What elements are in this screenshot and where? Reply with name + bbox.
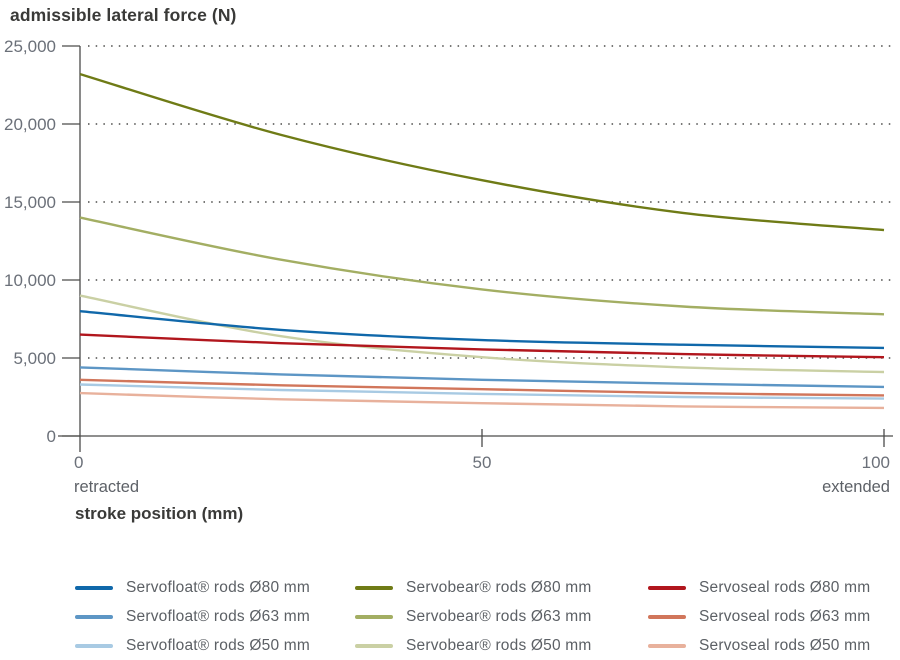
x-tick-label: 50 (473, 453, 492, 472)
x-axis-title: stroke position (mm) (75, 504, 244, 523)
line-chart-canvas: 0 5,000 10,000 15,000 20,000 25,000 0 50 100 retr… (4, 37, 893, 496)
legend-label: Servofloat® rods Ø50 mm (126, 637, 311, 654)
series-line (79, 310, 885, 350)
legend-swatch (355, 586, 393, 590)
legend-item: Servobear® rods Ø50 mm (355, 636, 592, 656)
x-sublabel-extended: extended (822, 478, 890, 496)
legend-label: Servobear® rods Ø63 mm (406, 608, 592, 625)
legend-label: Servoseal rods Ø50 mm (699, 637, 871, 654)
series-line (79, 294, 885, 374)
legend-label: Servoseal rods Ø80 mm (699, 579, 871, 596)
legend-swatch (75, 615, 113, 619)
legend-swatch (648, 586, 686, 590)
legend-label: Servobear® rods Ø50 mm (406, 637, 592, 654)
legend-item: Servobear® rods Ø80 mm (355, 578, 592, 598)
legend-item: Servoseal rods Ø80 mm (648, 578, 870, 598)
legend-item: Servoseal rods Ø63 mm (648, 607, 870, 627)
series-line (79, 366, 885, 389)
y-tick-label: 10,000 (4, 271, 56, 290)
legend-column: Servofloat® rods Ø80 mm Servofloat® rods … (75, 578, 310, 656)
legend-column: Servoseal rods Ø80 mm Servoseal rods Ø63 … (648, 578, 870, 656)
legend-label: Servofloat® rods Ø63 mm (126, 608, 311, 625)
series-line (79, 216, 885, 316)
legend-label: Servobear® rods Ø80 mm (406, 579, 592, 596)
x-tick-label: 100 (862, 453, 890, 472)
legend-item: Servofloat® rods Ø63 mm (75, 607, 310, 627)
y-tick-label: 15,000 (4, 193, 56, 212)
legend-swatch (648, 615, 686, 619)
legend-column: Servobear® rods Ø80 mm Servobear® rods Ø6… (355, 578, 592, 656)
legend-item: Servoseal rods Ø50 mm (648, 636, 870, 656)
y-tick-label: 0 (47, 427, 56, 446)
series-line (79, 333, 885, 359)
series-line (79, 391, 885, 410)
legend-item: Servobear® rods Ø63 mm (355, 607, 592, 627)
chart-title: admissible lateral force (N) (10, 5, 237, 25)
x-sublabel-retracted: retracted (74, 478, 139, 496)
legend-swatch (355, 644, 393, 648)
y-tick-label: 5,000 (13, 349, 56, 368)
legend-swatch (355, 615, 393, 619)
series-line (79, 383, 885, 400)
chart-legend: Servofloat® rods Ø80 mm Servofloat® rods … (0, 578, 900, 660)
series-line (79, 378, 885, 397)
legend-label: Servofloat® rods Ø80 mm (126, 579, 311, 596)
legend-item: Servofloat® rods Ø80 mm (75, 578, 310, 598)
series-line (79, 72, 885, 232)
legend-label: Servoseal rods Ø63 mm (699, 608, 871, 625)
legend-swatch (75, 644, 113, 648)
legend-swatch (648, 644, 686, 648)
legend-swatch (75, 586, 113, 590)
y-tick-label: 20,000 (4, 115, 56, 134)
x-tick-label: 0 (74, 453, 83, 472)
y-tick-label: 25,000 (4, 37, 56, 56)
legend-item: Servofloat® rods Ø50 mm (75, 636, 310, 656)
